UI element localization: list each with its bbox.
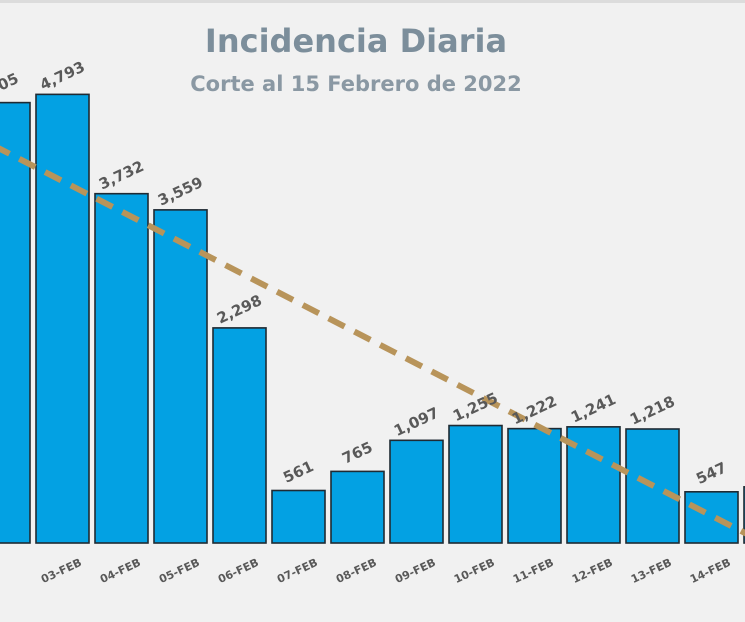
bar-02-feb — [0, 101, 31, 544]
bar-07-feb — [271, 489, 326, 544]
x-tick-label: 03-FEB — [39, 556, 84, 586]
x-tick-label: 13-FEB — [629, 556, 674, 586]
x-tick-label: 06-FEB — [216, 556, 261, 586]
data-label: 2,298 — [214, 291, 265, 327]
x-tick-label: 08-FEB — [334, 556, 379, 586]
x-tick-label: 09-FEB — [393, 556, 438, 586]
bar-04-feb — [94, 192, 149, 544]
bar-14-feb — [684, 491, 739, 544]
top-divider — [0, 0, 745, 3]
chart-title: Incidencia Diaria — [204, 22, 508, 60]
x-tick-label: 12-FEB — [570, 556, 615, 586]
data-label: 705 — [0, 69, 21, 99]
bar-08-feb — [330, 470, 385, 544]
data-label: 1,218 — [627, 392, 678, 428]
x-tick-label: 10-FEB — [452, 556, 497, 586]
bar-03-feb — [35, 93, 90, 544]
data-label: 547 — [693, 458, 729, 488]
data-label: 1,255 — [450, 389, 501, 425]
bar-11-feb — [507, 427, 562, 544]
x-tick-label: 07-FEB — [275, 556, 320, 586]
bar-10-feb — [448, 424, 503, 544]
x-tick-label: 14-FEB — [688, 556, 733, 586]
x-axis-labels-group: 03-FEB 04-FEB 05-FEB 06-FEB 07-FEB 08-FEB 09-F… — [39, 556, 733, 586]
x-tick-label: 05-FEB — [157, 556, 202, 586]
data-label: 4,793 — [37, 58, 88, 94]
data-label: 561 — [280, 457, 316, 487]
data-label: 1,097 — [391, 404, 442, 440]
bars-group — [0, 93, 745, 544]
chart-subtitle: Corte al 15 Febrero de 2022 — [190, 72, 522, 96]
data-label: 3,732 — [96, 157, 147, 193]
x-tick-label: 04-FEB — [98, 556, 143, 586]
x-tick-label: 11-FEB — [511, 556, 556, 586]
bar-06-feb — [212, 327, 267, 544]
data-label: 1,222 — [509, 392, 560, 428]
data-label: 3,559 — [155, 173, 206, 209]
data-label: 1,241 — [568, 390, 619, 426]
data-label: 765 — [339, 438, 375, 468]
bar-09-feb — [389, 439, 444, 544]
bar-05-feb — [153, 209, 208, 544]
